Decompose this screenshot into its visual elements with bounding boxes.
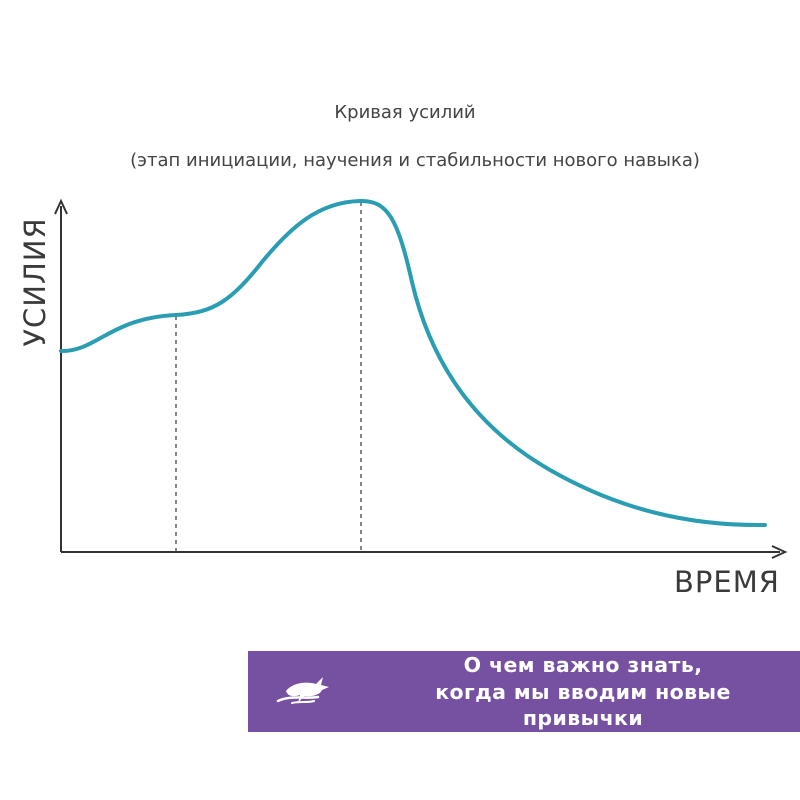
hare-icon — [276, 677, 329, 704]
banner-line-1: О чем важно знать, — [463, 653, 703, 677]
banner-line-2: когда мы вводим новые — [435, 679, 731, 704]
promo-banner: О чем важно знать, когда мы вводим новые… — [248, 651, 800, 732]
x-axis-label: ВРЕМЯ — [674, 565, 780, 599]
x-axis-arrow — [771, 545, 788, 559]
effort-curve-chart — [54, 198, 788, 559]
effort-curve — [59, 198, 767, 528]
chart-title: Кривая усилий — [334, 102, 476, 123]
y-axis-arrow — [54, 198, 68, 215]
y-axis-label: УСИЛИЯ — [18, 217, 52, 347]
banner-text: О чем важно знать, когда мы вводим новые… — [358, 652, 800, 732]
chart-subtitle: (этап инициации, научения и стабильности… — [130, 150, 700, 171]
banner-line-3: привычки — [522, 706, 644, 730]
